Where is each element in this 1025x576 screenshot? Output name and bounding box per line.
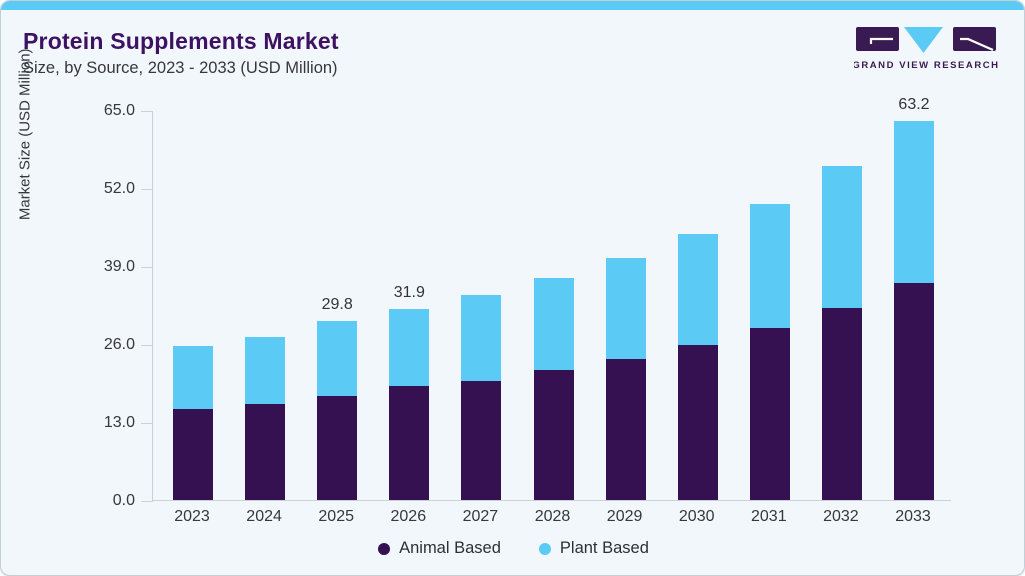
- x-axis: 2023 2024 2025 2026 2027 2028 2029 2030 2031 2032…: [152, 508, 951, 530]
- bar-stack: [677, 234, 718, 500]
- legend-label: Plant Based: [559, 539, 649, 557]
- legend-item: Animal Based: [378, 539, 501, 558]
- bar-segment-animal-based: [821, 308, 862, 500]
- bar-segment-animal-based: [533, 370, 574, 500]
- plot-area: 0.0 13.0 26.0 39.0 52.0 65.0 29.8 31.9 63.2: [104, 96, 951, 509]
- bar-segment-animal-based: [389, 386, 430, 500]
- bar-segment-plant-based: [389, 308, 430, 386]
- bar-segment-animal-based: [605, 359, 646, 500]
- gvr-logo-icon: [856, 27, 996, 53]
- x-axis-label: 2027: [462, 508, 499, 525]
- bar-stack: [821, 166, 862, 500]
- top-accent-bar: [1, 1, 1024, 10]
- bar-stack: [461, 294, 502, 500]
- bar-stack: [894, 120, 934, 500]
- x-axis-label: 2023: [174, 508, 210, 525]
- x-axis-label: 2029: [606, 508, 643, 525]
- x-axis-label: 2030: [678, 508, 715, 525]
- y-tick-label: 13.0: [103, 414, 135, 431]
- bar-segment-plant-based: [605, 258, 646, 359]
- page-title: Protein Supplements Market: [23, 28, 339, 54]
- x-axis-label: 2031: [751, 508, 787, 525]
- bar-segment-animal-based: [894, 282, 934, 500]
- bar-stack: [749, 203, 790, 500]
- total-value-label: 31.9: [393, 283, 425, 301]
- bar-segment-plant-based: [461, 294, 502, 381]
- total-value-label: 63.2: [898, 95, 930, 113]
- bar-segment-animal-based: [749, 328, 790, 500]
- bar-segment-plant-based: [173, 346, 213, 409]
- y-tick-label: 52.0: [103, 180, 135, 197]
- bar-segment-animal-based: [173, 408, 213, 500]
- bar-segment-animal-based: [245, 404, 286, 500]
- bar-segment-plant-based: [533, 278, 574, 371]
- bar-stack: [173, 346, 213, 500]
- bar-segment-animal-based: [317, 395, 358, 500]
- bar-segment-plant-based: [677, 234, 718, 345]
- x-axis-label: 2033: [895, 508, 931, 525]
- bar-segment-animal-based: [677, 344, 718, 500]
- y-tick: [141, 422, 153, 424]
- y-tick-label: 26.0: [103, 336, 135, 353]
- x-axis-label: 2026: [390, 508, 427, 525]
- x-axis-label: 2032: [823, 508, 859, 525]
- legend-item: Plant Based: [538, 539, 649, 558]
- bar-segment-plant-based: [749, 203, 790, 329]
- y-tick-label: 65.0: [103, 102, 135, 119]
- bar-segment-animal-based: [461, 380, 502, 500]
- x-axis-label: 2028: [534, 508, 571, 525]
- bar-stack: [605, 258, 646, 500]
- y-axis-title-text: Market Size (USD Million): [16, 48, 34, 221]
- y-tick: [141, 266, 153, 268]
- y-tick-label: 39.0: [103, 258, 135, 275]
- legend-swatch: [378, 542, 391, 555]
- y-tick: [141, 344, 153, 346]
- y-tick: [141, 188, 153, 190]
- legend-swatch: [538, 542, 551, 555]
- bar-segment-plant-based: [894, 120, 934, 283]
- total-value-label: 29.8: [321, 296, 353, 314]
- bar-stack: [245, 337, 286, 500]
- y-tick-label: 0.0: [112, 492, 135, 509]
- legend-label: Animal Based: [399, 539, 501, 557]
- bar-segment-plant-based: [245, 337, 286, 404]
- bar-segment-plant-based: [317, 321, 358, 396]
- brand-logo: GRAND VIEW RESEARCH: [854, 27, 1000, 71]
- page-subtitle: Size, by Source, 2023 - 2033 (USD Millio…: [23, 59, 338, 77]
- legend: Animal Based Plant Based: [1, 539, 1024, 558]
- bar-stack: [533, 278, 574, 500]
- y-tick: [141, 110, 153, 112]
- brand-name: GRAND VIEW RESEARCH: [854, 60, 1000, 71]
- bar-stack: [317, 321, 358, 500]
- y-tick: [141, 500, 153, 502]
- bar-stack: [389, 308, 430, 500]
- bar-segment-plant-based: [821, 166, 862, 308]
- x-axis-label: 2025: [318, 508, 354, 525]
- x-axis-label: 2024: [246, 508, 282, 525]
